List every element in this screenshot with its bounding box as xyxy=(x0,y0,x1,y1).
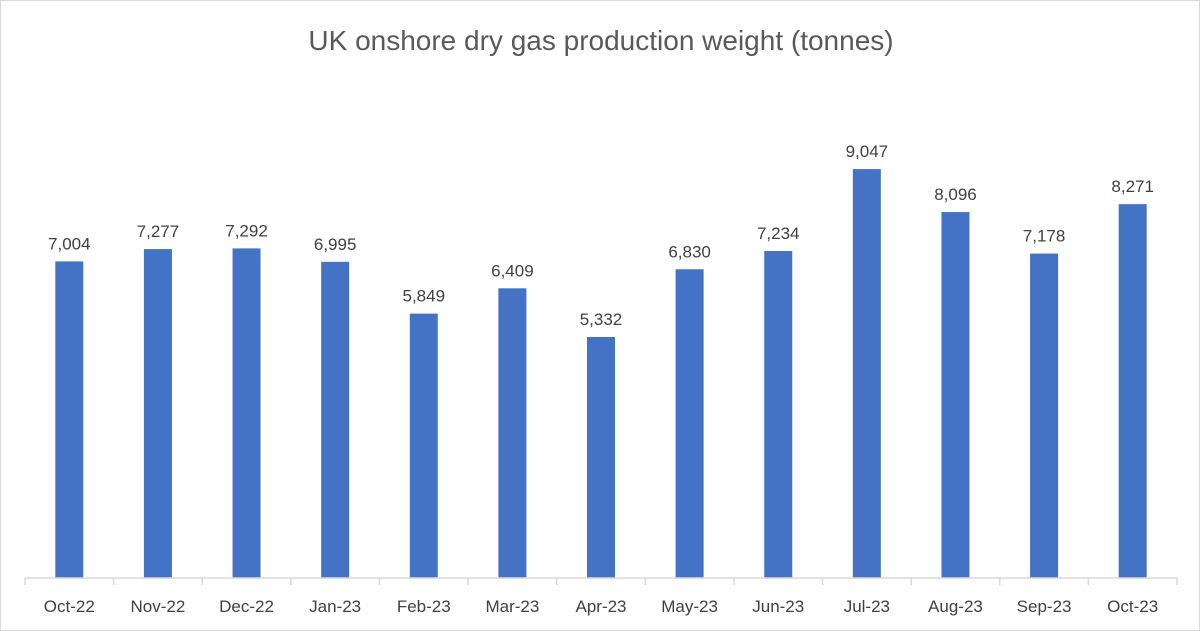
data-label: 9,047 xyxy=(846,142,889,161)
bar-mar-23 xyxy=(498,288,527,578)
bar-oct-22 xyxy=(55,261,84,578)
data-labels-layer: 7,004 7,277 7,292 6,995 5,849 6,409 5,332 6,830… xyxy=(48,142,1154,329)
bar-feb-23 xyxy=(409,313,438,578)
x-tick-label: Dec-22 xyxy=(219,597,274,616)
data-label: 7,004 xyxy=(48,234,91,253)
data-label: 6,409 xyxy=(491,261,534,280)
x-tick-label: Mar-23 xyxy=(485,597,539,616)
bar-dec-22 xyxy=(232,248,261,578)
bar-nov-22 xyxy=(143,249,172,579)
x-tick-label: Nov-22 xyxy=(131,597,186,616)
bars-layer xyxy=(55,169,1147,579)
bar-aug-23 xyxy=(941,212,970,579)
bar-jul-23 xyxy=(852,169,881,578)
data-label: 6,995 xyxy=(314,235,357,254)
bar-apr-23 xyxy=(587,336,615,578)
data-label: 5,332 xyxy=(580,310,623,329)
x-tick-label: Feb-23 xyxy=(397,597,451,616)
x-tick-label: Jul-23 xyxy=(844,597,890,616)
bar-sep-23 xyxy=(1030,253,1059,579)
data-label: 7,178 xyxy=(1023,227,1066,246)
x-tick-label: May-23 xyxy=(661,597,718,616)
x-tick-label: Oct-22 xyxy=(44,597,95,616)
data-label: 7,277 xyxy=(137,222,180,241)
data-label: 8,096 xyxy=(934,185,977,204)
x-axis: Oct-22 Nov-22 Dec-22 Jan-23 Feb-23 Mar-23 Apr-… xyxy=(24,577,1178,616)
bar-oct-23 xyxy=(1118,204,1147,578)
x-tick-label: Apr-23 xyxy=(575,597,626,616)
x-tick-label: Jun-23 xyxy=(752,597,804,616)
data-label: 8,271 xyxy=(1111,177,1154,196)
bar-jun-23 xyxy=(764,251,793,578)
data-label: 5,849 xyxy=(402,287,445,306)
bar-may-23 xyxy=(675,269,704,578)
data-label: 7,234 xyxy=(757,224,800,243)
bar-jan-23 xyxy=(321,261,350,578)
x-tick-label: Aug-23 xyxy=(928,597,983,616)
x-tick-label: Jan-23 xyxy=(309,597,361,616)
data-label: 7,292 xyxy=(225,221,268,240)
x-tick-label: Oct-23 xyxy=(1107,597,1158,616)
x-tick-label: Sep-23 xyxy=(1017,597,1072,616)
chart-title: UK onshore dry gas production weight (to… xyxy=(308,25,893,56)
data-label: 6,830 xyxy=(668,242,711,261)
